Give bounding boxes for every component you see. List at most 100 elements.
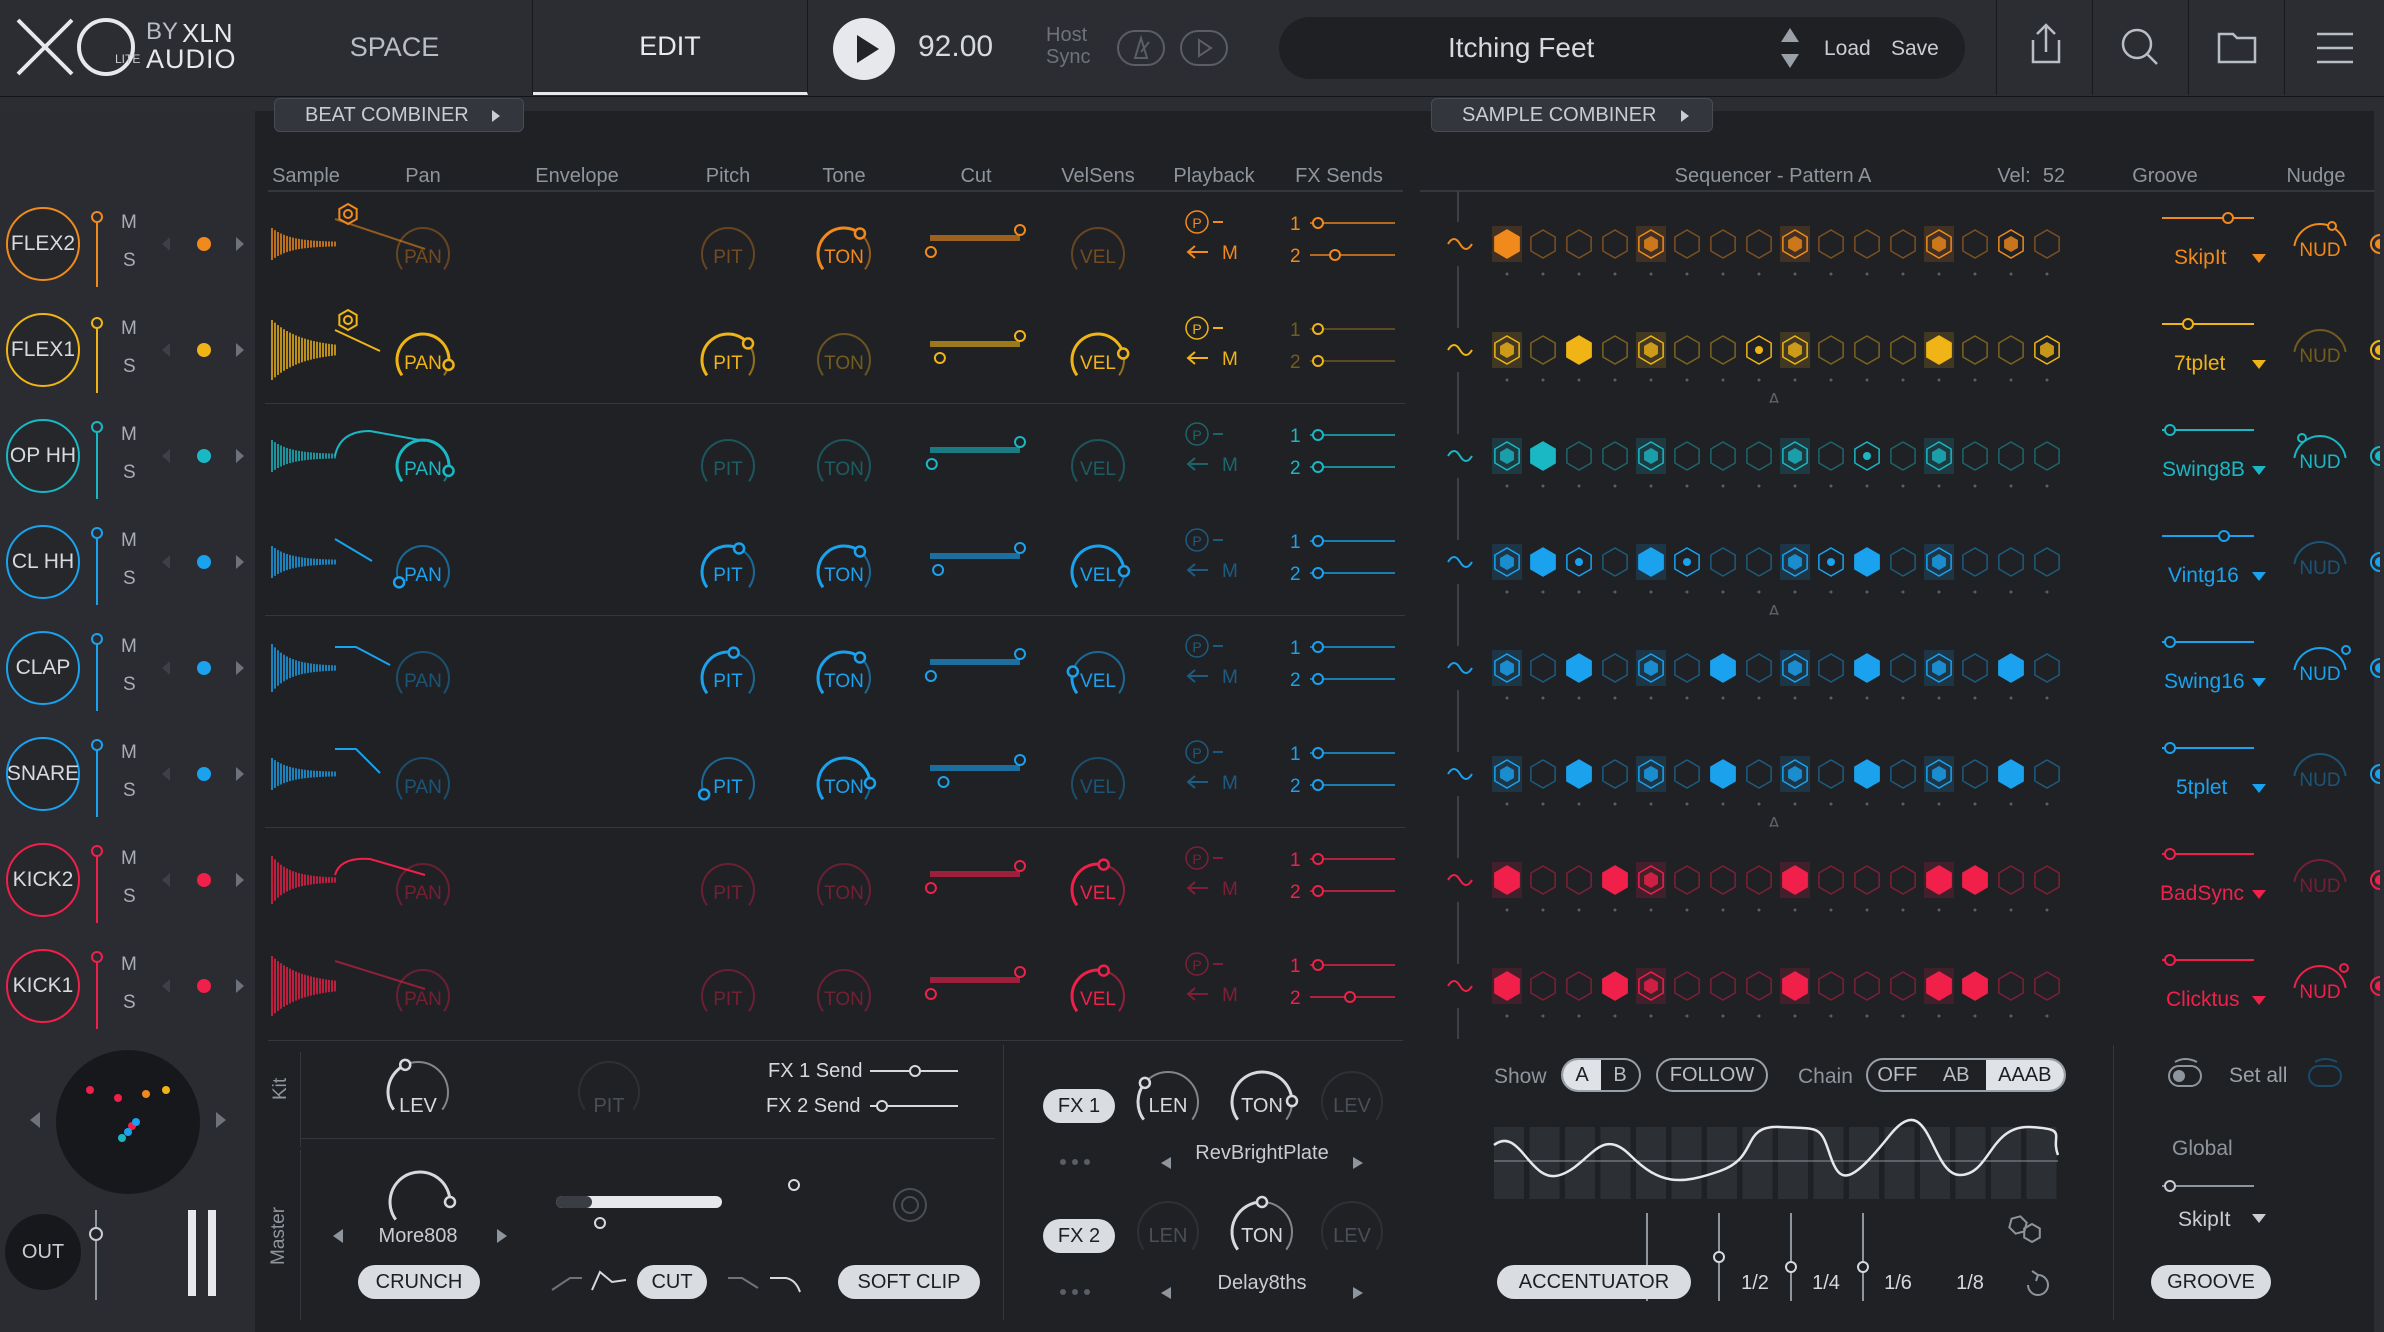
step-15[interactable] bbox=[1998, 759, 2024, 789]
pitch-knob[interactable] bbox=[701, 439, 755, 482]
step-5[interactable] bbox=[1638, 653, 1664, 683]
bandpass-shape-icon[interactable] bbox=[591, 1270, 627, 1291]
groove-slider[interactable] bbox=[2158, 738, 2258, 758]
step-3[interactable] bbox=[1566, 547, 1592, 577]
velsens-knob[interactable] bbox=[1071, 227, 1125, 270]
step-9[interactable] bbox=[1782, 547, 1808, 577]
tone-knob[interactable] bbox=[816, 650, 871, 695]
step-9[interactable] bbox=[1782, 441, 1808, 471]
pan-knob[interactable] bbox=[396, 227, 450, 270]
xy-left-icon[interactable] bbox=[30, 1112, 42, 1128]
step-4[interactable] bbox=[1602, 229, 1628, 259]
step-3[interactable] bbox=[1566, 653, 1592, 683]
step-14[interactable] bbox=[1962, 229, 1988, 259]
step-2[interactable] bbox=[1530, 441, 1556, 471]
envelope-shape[interactable] bbox=[334, 218, 426, 250]
step-13[interactable] bbox=[1926, 547, 1952, 577]
velsens-knob[interactable] bbox=[1071, 439, 1125, 482]
playback-controls[interactable]: PM bbox=[1185, 316, 1238, 370]
nudge-knob[interactable]: NUD bbox=[2280, 320, 2360, 380]
master-crunch-knob[interactable] bbox=[388, 1170, 457, 1221]
step-8[interactable] bbox=[1746, 971, 1772, 1001]
beat-combiner-button[interactable]: BEAT COMBINER bbox=[274, 98, 524, 132]
mute-button[interactable]: M bbox=[121, 848, 137, 869]
step-12[interactable] bbox=[1890, 547, 1916, 577]
save-button[interactable]: Save bbox=[1891, 37, 1939, 60]
step-15[interactable] bbox=[1998, 971, 2024, 1001]
step-3[interactable] bbox=[1566, 335, 1592, 365]
sample-waveform[interactable] bbox=[271, 546, 336, 578]
track-volume-slider[interactable] bbox=[82, 941, 112, 1031]
step-2[interactable] bbox=[1530, 653, 1556, 683]
groove-dropdown[interactable]: 7tplet bbox=[2174, 352, 2226, 375]
playback-controls[interactable]: PM bbox=[1185, 952, 1238, 1006]
accent-rate-1-8[interactable]: 1/8 bbox=[1956, 1272, 1984, 1294]
reset-icon[interactable] bbox=[2027, 1270, 2049, 1296]
step-15[interactable] bbox=[1998, 547, 2024, 577]
preset-name[interactable]: Itching Feet bbox=[1448, 32, 1595, 63]
groove-slider[interactable] bbox=[2158, 420, 2258, 440]
step-6[interactable] bbox=[1674, 865, 1700, 895]
kit-fx-send-sliders[interactable] bbox=[870, 1065, 958, 1112]
groove-dropdown-icon[interactable] bbox=[2252, 996, 2266, 1006]
sample-waveform[interactable] bbox=[271, 644, 336, 692]
playback-controls[interactable]: PM bbox=[1185, 528, 1238, 582]
cut-slider[interactable] bbox=[925, 436, 1026, 470]
randomize-icon[interactable] bbox=[2008, 1214, 2028, 1235]
velsens-knob[interactable] bbox=[1070, 964, 1125, 1013]
fx2-next-icon[interactable] bbox=[1353, 1287, 1363, 1299]
tone-knob[interactable] bbox=[817, 969, 871, 1012]
fx1-prev-icon[interactable] bbox=[1161, 1157, 1171, 1169]
highcut-shape-icon[interactable] bbox=[728, 1277, 759, 1289]
step-6[interactable] bbox=[1674, 547, 1700, 577]
track-button-op-hh[interactable]: OP HH bbox=[6, 419, 80, 493]
step-10[interactable] bbox=[1818, 653, 1844, 683]
groove-slider[interactable] bbox=[2158, 950, 2258, 970]
step-4[interactable] bbox=[1602, 971, 1628, 1001]
step-6[interactable] bbox=[1674, 971, 1700, 1001]
step-2[interactable] bbox=[1530, 759, 1556, 789]
set-all-nudge-icon[interactable] bbox=[2305, 1058, 2349, 1092]
step-7[interactable] bbox=[1710, 971, 1736, 1001]
step-6[interactable] bbox=[1674, 441, 1700, 471]
step-7[interactable] bbox=[1710, 865, 1736, 895]
step-9[interactable] bbox=[1782, 865, 1808, 895]
step-9[interactable] bbox=[1782, 653, 1808, 683]
fx2-len-knob[interactable] bbox=[1137, 1201, 1199, 1251]
fx1-lev-knob[interactable] bbox=[1321, 1071, 1383, 1121]
lfo-icon[interactable] bbox=[1447, 662, 1473, 674]
track-select-arrows[interactable] bbox=[158, 232, 248, 256]
solo-button[interactable]: S bbox=[123, 674, 136, 695]
accent-curve[interactable] bbox=[1493, 1118, 2060, 1182]
track-select-arrows[interactable] bbox=[158, 974, 248, 998]
mute-button[interactable]: M bbox=[121, 318, 137, 339]
metronome-button[interactable] bbox=[1117, 30, 1165, 66]
cut-slider[interactable] bbox=[924, 966, 1026, 1000]
step-6[interactable] bbox=[1674, 229, 1700, 259]
velsens-knob[interactable] bbox=[1066, 651, 1125, 695]
solo-button[interactable]: S bbox=[123, 250, 136, 271]
groove-dropdown-icon[interactable] bbox=[2252, 678, 2266, 688]
groove-toggle[interactable] bbox=[2370, 976, 2380, 996]
step-13[interactable] bbox=[1926, 971, 1952, 1001]
groove-toggle[interactable] bbox=[2370, 870, 2380, 890]
tone-knob[interactable] bbox=[817, 863, 871, 906]
track-button-flex1[interactable]: FLEX1 bbox=[6, 313, 80, 387]
track-volume-slider[interactable] bbox=[82, 305, 112, 395]
lfo-icon[interactable] bbox=[1447, 556, 1473, 568]
chain-toggle[interactable]: OFF AB AAAB bbox=[1866, 1058, 2066, 1092]
step-2[interactable] bbox=[1530, 971, 1556, 1001]
pitch-knob[interactable] bbox=[700, 646, 755, 695]
soft-clip-button[interactable]: SOFT CLIP bbox=[838, 1265, 980, 1299]
playback-controls[interactable]: PM bbox=[1185, 210, 1238, 264]
track-button-kick1[interactable]: KICK1 bbox=[6, 949, 80, 1023]
step-15[interactable] bbox=[1998, 653, 2024, 683]
step-1[interactable] bbox=[1494, 229, 1520, 259]
xy-pad[interactable] bbox=[56, 1050, 200, 1194]
step-11[interactable] bbox=[1854, 971, 1880, 1001]
fx2-more-dots-icon[interactable] bbox=[1060, 1289, 1090, 1295]
step-14[interactable] bbox=[1962, 441, 1988, 471]
step-7[interactable] bbox=[1710, 229, 1736, 259]
highcut-shape-icon[interactable] bbox=[770, 1277, 801, 1293]
step-13[interactable] bbox=[1926, 229, 1952, 259]
